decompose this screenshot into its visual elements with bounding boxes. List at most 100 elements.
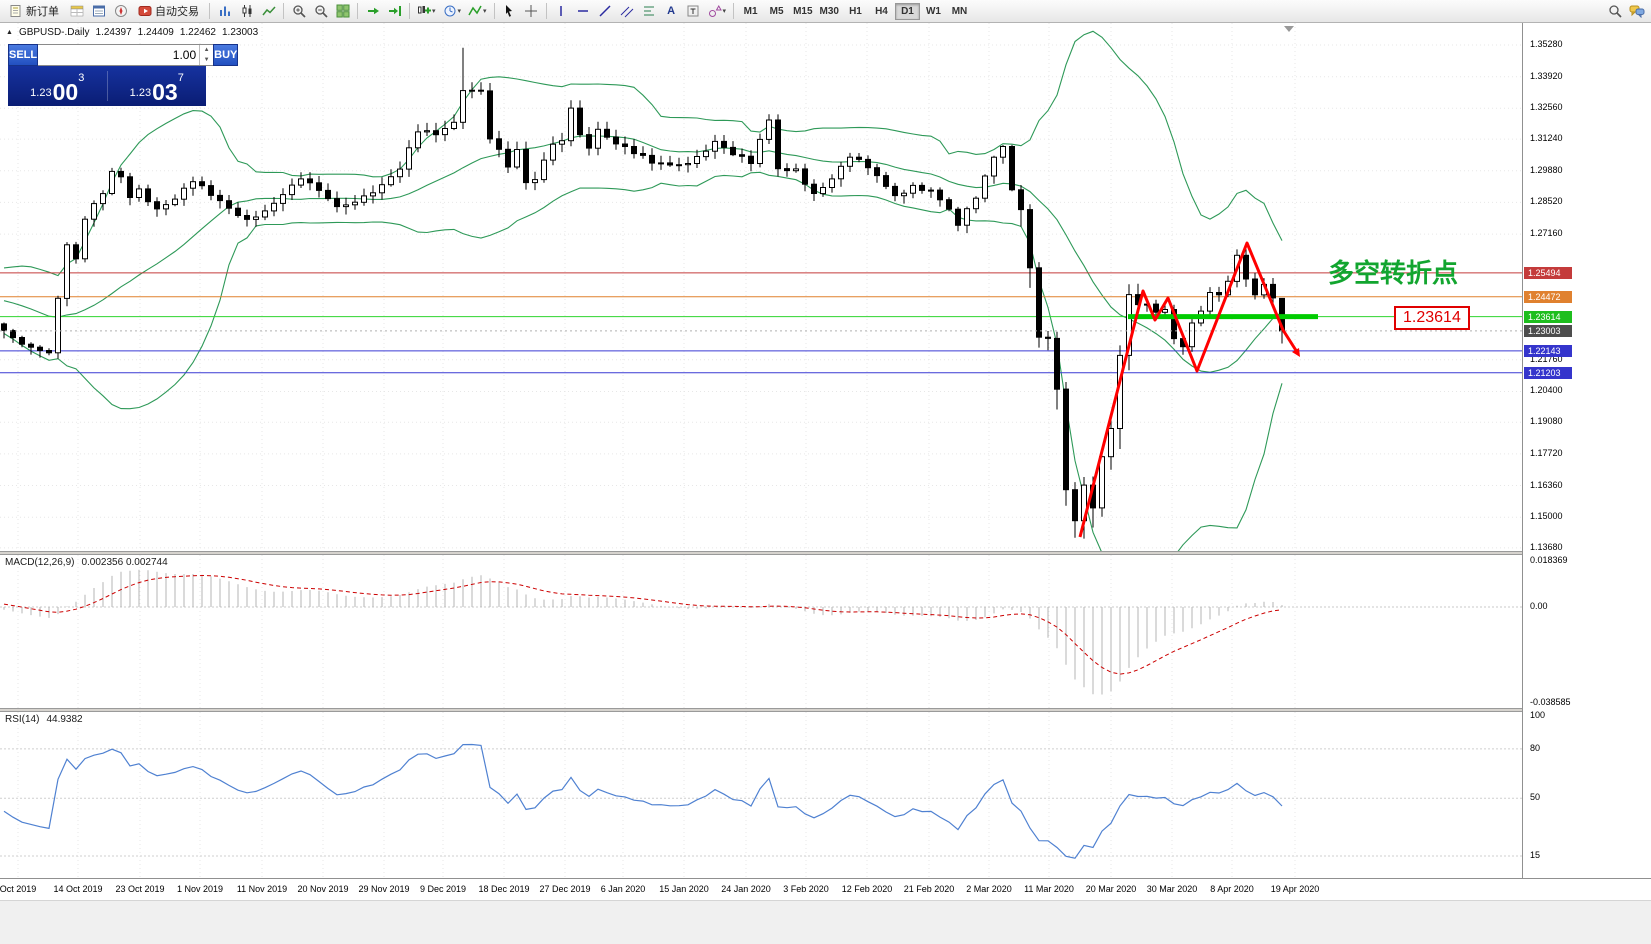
autotrading-button[interactable]: 自动交易 (132, 2, 205, 21)
main-chart-panel[interactable]: ▲ GBPUSD-.Daily 1.24397 1.24409 1.22462 … (0, 23, 1522, 571)
timeframe-mn[interactable]: MN (951, 5, 968, 17)
sell-price[interactable]: 1.23 00 3 (8, 66, 107, 106)
macd-panel[interactable]: MACD(12,26,9) 0.002356 0.002744 (0, 555, 1522, 708)
candles (1, 47, 1285, 539)
price-grid-label: 1.20400 (1530, 385, 1563, 396)
line-chart-button[interactable] (258, 2, 279, 21)
macd-canvas[interactable] (0, 555, 1522, 708)
new-order-label: 新订单 (26, 6, 59, 18)
low-value: 1.22462 (179, 27, 216, 38)
volume-input[interactable] (38, 45, 200, 65)
horizontal-line-button[interactable] (573, 2, 594, 21)
timeframe-d1[interactable]: D1 (894, 2, 920, 20)
timeframe-m5[interactable]: M5 (769, 5, 784, 17)
volume-decrease-button[interactable]: ▼ (203, 57, 210, 63)
text-button[interactable]: A (661, 2, 682, 21)
price-level-badge: 1.23614 (1524, 310, 1572, 323)
price-axis[interactable]: 1.35280 1.33920 1.32560 1.31240 1.29880 1.285… (1522, 23, 1651, 878)
rsi-line (3, 743, 1283, 859)
community-button[interactable] (1626, 2, 1648, 21)
price-level-label: 1.23614 (1394, 306, 1470, 330)
chart-shift-button[interactable] (384, 2, 405, 21)
market-watch-button[interactable] (66, 2, 87, 21)
price-grid-label: 1.27160 (1530, 228, 1563, 239)
date-label: 21 Feb 2020 (903, 884, 955, 894)
timeframe-h1[interactable]: H1 (849, 5, 862, 17)
timeframe-m1[interactable]: M1 (743, 5, 758, 17)
trendline-button[interactable] (595, 2, 616, 21)
auto-scroll-button[interactable] (362, 2, 383, 21)
timeframe-m15[interactable]: M15 (793, 5, 813, 17)
macd-axis-label: 0.00 (1530, 601, 1548, 611)
shapes-button[interactable]: ▾ (705, 2, 730, 21)
rsi-panel[interactable]: RSI(14) 44.9382 (0, 712, 1522, 878)
channel-icon (620, 6, 634, 18)
toolbar-separator (209, 3, 210, 19)
sell-price-prefix: 1.23 (30, 87, 52, 99)
vertical-line-button[interactable] (551, 2, 572, 21)
date-label: 18 Dec 2019 (478, 884, 530, 894)
candlestick-chart-icon (242, 5, 251, 17)
symbol-period-label: GBPUSD-.Daily (18, 27, 90, 38)
data-window-button[interactable] (88, 2, 109, 21)
navigator-button[interactable] (110, 2, 131, 21)
horizontal-line-icon (578, 10, 589, 12)
price-grid-label: 1.16360 (1530, 479, 1563, 490)
fibonacci-button[interactable] (639, 2, 660, 21)
time-axis[interactable]: Oct 2019 14 Oct 2019 23 Oct 2019 1 Nov 2019… (0, 878, 1651, 900)
price-level-badge: 1.22143 (1524, 344, 1572, 357)
candlestick-chart-button[interactable] (236, 2, 257, 21)
dropdown-caret-icon: ▾ (483, 8, 487, 15)
sell-button[interactable]: SELL (8, 44, 39, 66)
price-grid-label: 1.35280 (1530, 39, 1563, 49)
text-label-button[interactable] (683, 2, 704, 21)
new-order-icon (10, 5, 21, 17)
buy-button[interactable]: BUY (213, 44, 239, 66)
buy-price-big: 03 (152, 79, 178, 105)
rsi-value: 44.9382 (46, 714, 83, 725)
bar-chart-button[interactable] (214, 2, 235, 21)
tile-windows-button[interactable] (332, 2, 353, 21)
price-chart-canvas[interactable] (0, 23, 1522, 571)
new-chart-button[interactable]: ▾ (414, 2, 439, 21)
price-level-badge: 1.25494 (1524, 266, 1572, 279)
date-label: 19 Apr 2020 (1270, 884, 1320, 894)
new-order-button[interactable]: 新订单 (3, 2, 65, 21)
periods-clock-icon (444, 5, 456, 17)
price-grid-label: 1.21760 (1530, 353, 1563, 364)
buy-price[interactable]: 1.23 03 7 (108, 66, 207, 106)
dropdown-caret-icon: ▾ (432, 8, 436, 15)
price-level-badge: 1.21203 (1524, 366, 1572, 379)
data-window-icon (92, 5, 105, 17)
sell-price-sup: 3 (78, 72, 85, 84)
macd-header: MACD(12,26,9) 0.002356 0.002744 (5, 557, 168, 568)
dropdown-caret-icon: ▾ (722, 8, 727, 15)
crosshair-button[interactable] (521, 2, 542, 21)
timeframe-w1[interactable]: W1 (925, 5, 941, 17)
search-button[interactable] (1604, 2, 1625, 21)
current-price-badge: 1.23003 (1524, 324, 1572, 337)
timeframe-m30[interactable]: M30 (819, 5, 839, 17)
date-label: 2 Mar 2020 (966, 884, 1012, 894)
date-label: 30 Mar 2020 (1146, 884, 1198, 894)
volume-increase-button[interactable]: ▲ (203, 47, 210, 53)
cursor-button[interactable] (499, 2, 520, 21)
timeframe-h4[interactable]: H4 (875, 5, 888, 17)
toolbar-separator (545, 3, 547, 19)
panel-separator[interactable] (0, 551, 1651, 555)
date-label: 6 Jan 2020 (600, 884, 646, 894)
indicators-button[interactable]: ▾ (465, 2, 490, 21)
rsi-canvas[interactable] (0, 712, 1522, 878)
price-grid-label: 1.29880 (1530, 164, 1563, 175)
zoom-in-button[interactable] (288, 2, 309, 21)
channel-button[interactable] (617, 2, 638, 21)
panel-separator[interactable] (0, 708, 1651, 712)
periods-button[interactable]: ▾ (440, 2, 465, 21)
zoom-out-button[interactable] (310, 2, 331, 21)
chart-shift-marker (1284, 26, 1294, 32)
line-chart-icon (261, 6, 276, 16)
toolbar-separator (493, 3, 495, 19)
close-value: 1.23003 (221, 27, 259, 38)
indicators-icon (468, 5, 482, 16)
price-grid-label: 1.28520 (1530, 196, 1563, 207)
